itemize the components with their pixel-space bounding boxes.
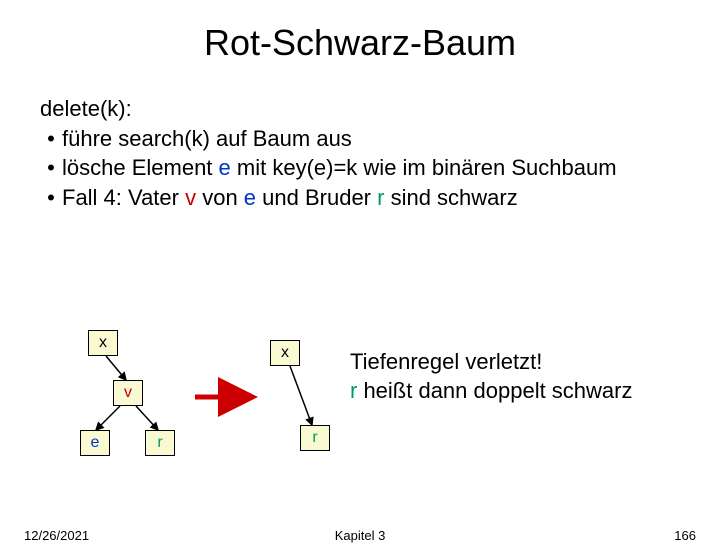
b2-p2: mit key(e)=k wie im binären Suchbaum [231, 155, 617, 180]
bullet-1: • führe search(k) auf Baum aus [40, 124, 680, 154]
bullet-2: • lösche Element e mit key(e)=k wie im b… [40, 153, 680, 183]
footer-page: 166 [674, 528, 696, 543]
node-r2-label: r [312, 429, 317, 447]
node-r-right: r [300, 425, 330, 451]
annotation-rest: heißt dann doppelt schwarz [357, 378, 632, 403]
node-r-label: r [157, 434, 162, 452]
bullet-3: • Fall 4: Vater v von e und Bruder r sin… [40, 183, 680, 213]
node-v-label: v [124, 384, 132, 402]
bullet-mark: • [40, 124, 62, 154]
bullet-mark: • [40, 153, 62, 183]
b3-p1: Fall 4: Vater [62, 185, 185, 210]
b3-p4: sind schwarz [384, 185, 517, 210]
heading-line: delete(k): [40, 94, 680, 124]
bullet-1-text: führe search(k) auf Baum aus [62, 124, 680, 154]
bullet-2-text: lösche Element e mit key(e)=k wie im bin… [62, 153, 680, 183]
b2-p1: lösche Element [62, 155, 219, 180]
node-x-right: x [270, 340, 300, 366]
annotation-line1: Tiefenregel verletzt! [350, 348, 633, 377]
bullet-mark: • [40, 183, 62, 213]
node-x-left: x [88, 330, 118, 356]
annotation-text: Tiefenregel verletzt! r heißt dann doppe… [350, 348, 633, 405]
b3-p3: und Bruder [256, 185, 377, 210]
annotation-line2: r heißt dann doppelt schwarz [350, 377, 633, 406]
node-v: v [113, 380, 143, 406]
content-block: delete(k): • führe search(k) auf Baum au… [0, 64, 720, 213]
node-e: e [80, 430, 110, 456]
b3-v: v [185, 185, 196, 210]
b3-e: e [244, 185, 256, 210]
footer-date: 12/26/2021 [24, 528, 89, 543]
footer-chapter: Kapitel 3 [335, 528, 386, 543]
b2-e: e [219, 155, 231, 180]
node-r-left: r [145, 430, 175, 456]
node-e-label: e [91, 434, 100, 452]
bullet-3-text: Fall 4: Vater v von e und Bruder r sind … [62, 183, 680, 213]
diagram-area: x v e r x r Tiefenregel verletzt! r heiß… [40, 330, 680, 490]
page-title: Rot-Schwarz-Baum [0, 0, 720, 64]
b3-p2: von [196, 185, 244, 210]
